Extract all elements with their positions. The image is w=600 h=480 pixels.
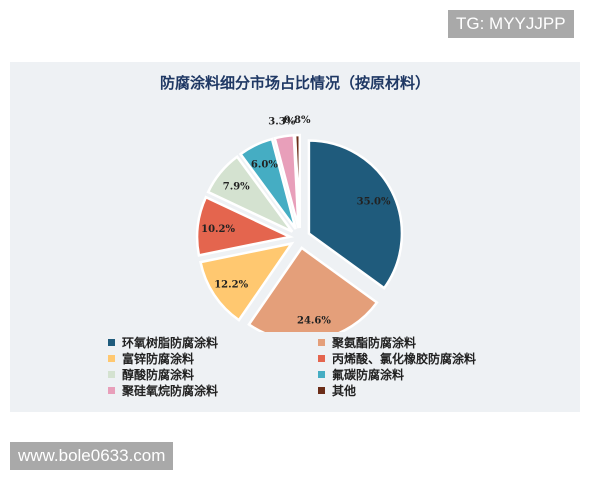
legend-swatch-2 <box>108 355 115 362</box>
legend-item-6: 聚硅氧烷防腐涂料 <box>108 383 318 398</box>
watermark-top: TG: MYYJJPP <box>448 10 574 38</box>
legend-label-7: 其他 <box>332 384 357 398</box>
legend-label-1: 聚氨酯防腐涂料 <box>332 336 417 350</box>
legend-label-0: 环氧树脂防腐涂料 <box>122 336 219 350</box>
legend-label-6: 聚硅氧烷防腐涂料 <box>122 384 219 398</box>
pie-slice-4 <box>206 155 294 233</box>
pie-slice-5 <box>238 137 297 230</box>
slice-label-1: 24.6% <box>297 315 331 326</box>
pie-slice-3 <box>195 195 295 257</box>
legend-item-3: 丙烯酸、氯化橡胶防腐涂料 <box>318 351 528 366</box>
slice-label-6: 3.3% <box>268 116 295 127</box>
legend-swatch-1 <box>318 339 325 346</box>
legend-item-7: 其他 <box>318 383 528 398</box>
legend-item-4: 醇酸防腐涂料 <box>108 367 318 382</box>
legend-label-5: 氟碳防腐涂料 <box>332 368 405 382</box>
legend-swatch-5 <box>318 371 325 378</box>
pie-slice-6 <box>273 133 300 229</box>
legend-swatch-6 <box>108 387 115 394</box>
pie-slice-1 <box>247 246 379 332</box>
legend-label-4: 醇酸防腐涂料 <box>122 368 195 382</box>
legend-item-0: 环氧树脂防腐涂料 <box>108 335 318 350</box>
slice-label-0: 35.0% <box>357 197 391 208</box>
chart-legend: 环氧树脂防腐涂料 聚氨酯防腐涂料富锌防腐涂料 丙烯酸、氯化橡胶防腐涂料醇酸防腐涂料 氟… <box>108 335 528 398</box>
slice-label-5: 6.0% <box>251 160 278 171</box>
watermark-bottom: www.bole0633.com <box>10 442 174 470</box>
pie-slice-2 <box>199 241 295 322</box>
legend-label-3: 丙烯酸、氯化橡胶防腐涂料 <box>332 352 477 366</box>
chart-title: 防腐涂料细分市场占比情况（按原材料） <box>159 74 430 92</box>
slice-label-4: 7.9% <box>223 182 250 193</box>
legend-swatch-3 <box>318 355 325 362</box>
legend-swatch-0 <box>108 339 115 346</box>
slice-label-7: 0.8% <box>284 115 311 126</box>
pie-slice-7 <box>293 133 301 229</box>
slice-label-2: 12.2% <box>214 280 248 291</box>
legend-item-2: 富锌防腐涂料 <box>108 351 318 366</box>
legend-swatch-4 <box>108 371 115 378</box>
legend-swatch-7 <box>318 387 325 394</box>
legend-label-2: 富锌防腐涂料 <box>122 352 195 366</box>
pie-slice-0 <box>307 139 404 290</box>
chart-panel: 防腐涂料细分市场占比情况（按原材料） 35.0% 24.6% 12.2% 10.2% 7… <box>10 62 580 412</box>
legend-item-5: 氟碳防腐涂料 <box>318 367 528 382</box>
slice-label-3: 10.2% <box>201 224 235 235</box>
pie-chart: 35.0% 24.6% 12.2% 10.2% 7.9%6.0% 3.3%0.8% <box>195 115 404 332</box>
legend-item-1: 聚氨酯防腐涂料 <box>318 335 528 350</box>
